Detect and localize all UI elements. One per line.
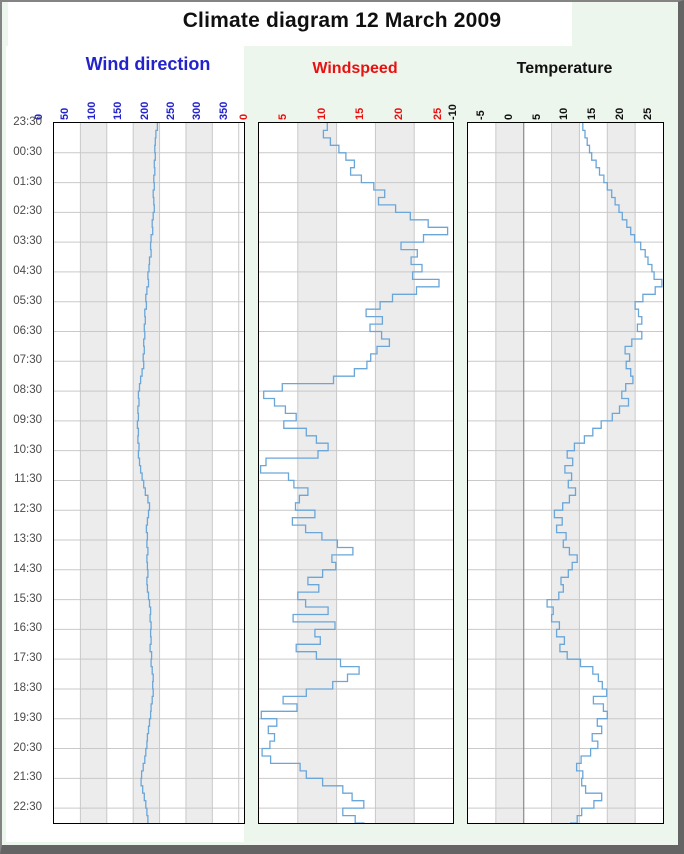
time-label: 09:30	[13, 413, 42, 426]
axis-tick-label: 350	[217, 101, 230, 120]
time-label: 04:30	[13, 264, 42, 277]
shaded-band	[607, 123, 636, 823]
shaded-band	[80, 123, 107, 823]
temperature-axis-ticks: -10 -5 0 5 10 15 20 25	[447, 84, 674, 120]
axis-tick-label: 15	[586, 107, 599, 120]
page-title: Climate diagram 12 March 2009	[182, 9, 502, 32]
axis-tick-label: 20	[393, 107, 406, 120]
time-label: 20:30	[13, 741, 42, 754]
temperature-series	[546, 123, 663, 823]
time-label: 00:30	[13, 145, 42, 158]
shaded-band	[133, 123, 160, 823]
axis-tick-label: 25	[432, 107, 444, 120]
axis-tick-label: 10	[558, 107, 571, 120]
time-label: 18:30	[13, 681, 42, 694]
axis-tick-label: 50	[59, 107, 72, 120]
axis-tick-label: 15	[354, 107, 367, 120]
time-label: 05:30	[13, 294, 42, 307]
time-label: 23:30	[13, 116, 42, 128]
axis-tick-label: 10	[315, 107, 328, 120]
wind-direction-heading: Wind direction	[85, 54, 211, 74]
shaded-band	[495, 123, 524, 823]
time-label: 19:30	[13, 711, 42, 724]
time-label: 10:30	[13, 443, 42, 456]
time-label: 06:30	[13, 324, 42, 337]
time-label: 07:30	[13, 354, 42, 367]
time-label: 22:30	[13, 801, 42, 814]
axis-tick-label: 0	[502, 113, 515, 120]
axis-tick-label: 5	[276, 113, 289, 120]
time-label: 17:30	[13, 652, 42, 665]
plot-canvas	[259, 123, 453, 823]
axis-tick-label: -5	[474, 110, 487, 120]
title-background	[8, 2, 572, 46]
time-label: 14:30	[13, 562, 42, 575]
shaded-band	[185, 123, 213, 823]
axis-tick-label: 20	[614, 107, 627, 120]
plot-canvas	[54, 123, 244, 823]
time-label: 16:30	[13, 622, 42, 635]
time-label: 11:30	[14, 473, 42, 486]
time-label: 13:30	[13, 533, 42, 546]
windspeed-series	[259, 123, 449, 823]
axis-tick-label: 150	[112, 101, 125, 120]
time-label: 12:30	[13, 503, 42, 516]
shaded-band	[297, 123, 337, 823]
shaded-band	[375, 123, 415, 823]
axis-tick-label: 0	[238, 113, 250, 120]
wind-direction-axis-ticks: 0 50 100 150 200 250 300 350	[33, 84, 255, 120]
wind-direction-series	[136, 123, 159, 823]
windspeed-heading: Windspeed	[312, 60, 398, 77]
axis-tick-label: 5	[530, 113, 543, 120]
temperature-heading: Temperature	[516, 60, 613, 77]
axis-tick-label: -10	[447, 104, 459, 120]
time-label: 02:30	[13, 205, 42, 218]
axis-tick-label: 300	[191, 101, 204, 120]
temperature-plot	[467, 122, 664, 824]
time-label: 21:30	[13, 771, 42, 784]
windspeed-plot	[258, 122, 454, 824]
time-label: 15:30	[13, 592, 42, 605]
plot-canvas	[468, 123, 663, 823]
time-label: 08:30	[13, 384, 42, 397]
time-label: 01:30	[13, 175, 42, 188]
axis-tick-label: 100	[85, 101, 98, 120]
axis-tick-label: 25	[642, 107, 654, 120]
axis-tick-label: 200	[138, 101, 151, 120]
axis-tick-label: 250	[164, 101, 177, 120]
time-label: 03:30	[13, 235, 42, 248]
wind-direction-plot	[53, 122, 245, 824]
windspeed-axis-ticks: 0 5 10 15 20 25	[238, 84, 464, 120]
